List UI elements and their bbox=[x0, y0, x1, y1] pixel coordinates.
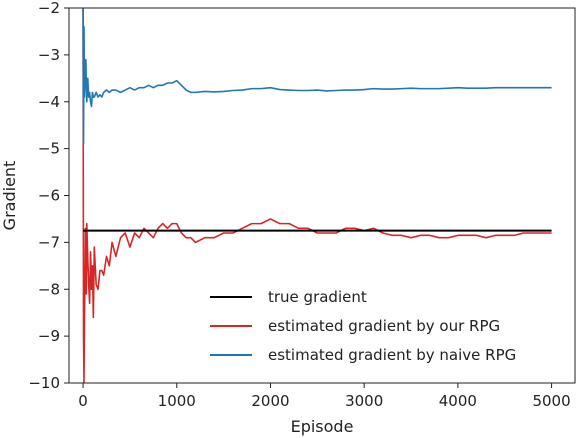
y-tick-label: −2 bbox=[38, 0, 60, 17]
x-tick-label: 4000 bbox=[439, 392, 477, 410]
legend-label-estimated-gradient-by-naive-rpg: estimated gradient by naive RPG bbox=[268, 346, 516, 364]
y-axis-title: Gradient bbox=[0, 161, 19, 231]
legend: true gradient estimated gradient by our R… bbox=[210, 288, 516, 364]
series-layer bbox=[82, 8, 552, 383]
y-axis: −10 −9 −8 −7 −6 −5 −4 −3 −2 bbox=[28, 0, 69, 392]
x-tick-label: 0 bbox=[78, 392, 88, 410]
y-tick-label: −10 bbox=[28, 374, 60, 392]
y-tick-label: −8 bbox=[38, 280, 60, 298]
series-line-estimated-gradient-by-our-rpg bbox=[82, 8, 552, 383]
y-tick-label: −4 bbox=[38, 93, 60, 111]
x-axis: 0 1000 2000 3000 4000 5000 bbox=[78, 383, 571, 410]
y-tick-label: −3 bbox=[38, 46, 60, 64]
legend-label-estimated-gradient-by-our-rpg: estimated gradient by our RPG bbox=[268, 317, 500, 335]
x-axis-title: Episode bbox=[291, 417, 354, 436]
x-tick-label: 1000 bbox=[158, 392, 196, 410]
y-tick-label: −6 bbox=[38, 187, 60, 205]
y-tick-label: −9 bbox=[38, 327, 60, 345]
x-tick-label: 5000 bbox=[532, 392, 570, 410]
legend-label-true-gradient: true gradient bbox=[268, 288, 367, 306]
x-tick-label: 2000 bbox=[251, 392, 289, 410]
series-line-estimated-gradient-by-naive-rpg bbox=[82, 8, 552, 145]
x-tick-label: 3000 bbox=[345, 392, 383, 410]
y-tick-label: −7 bbox=[38, 233, 60, 251]
y-tick-label: −5 bbox=[38, 140, 60, 158]
